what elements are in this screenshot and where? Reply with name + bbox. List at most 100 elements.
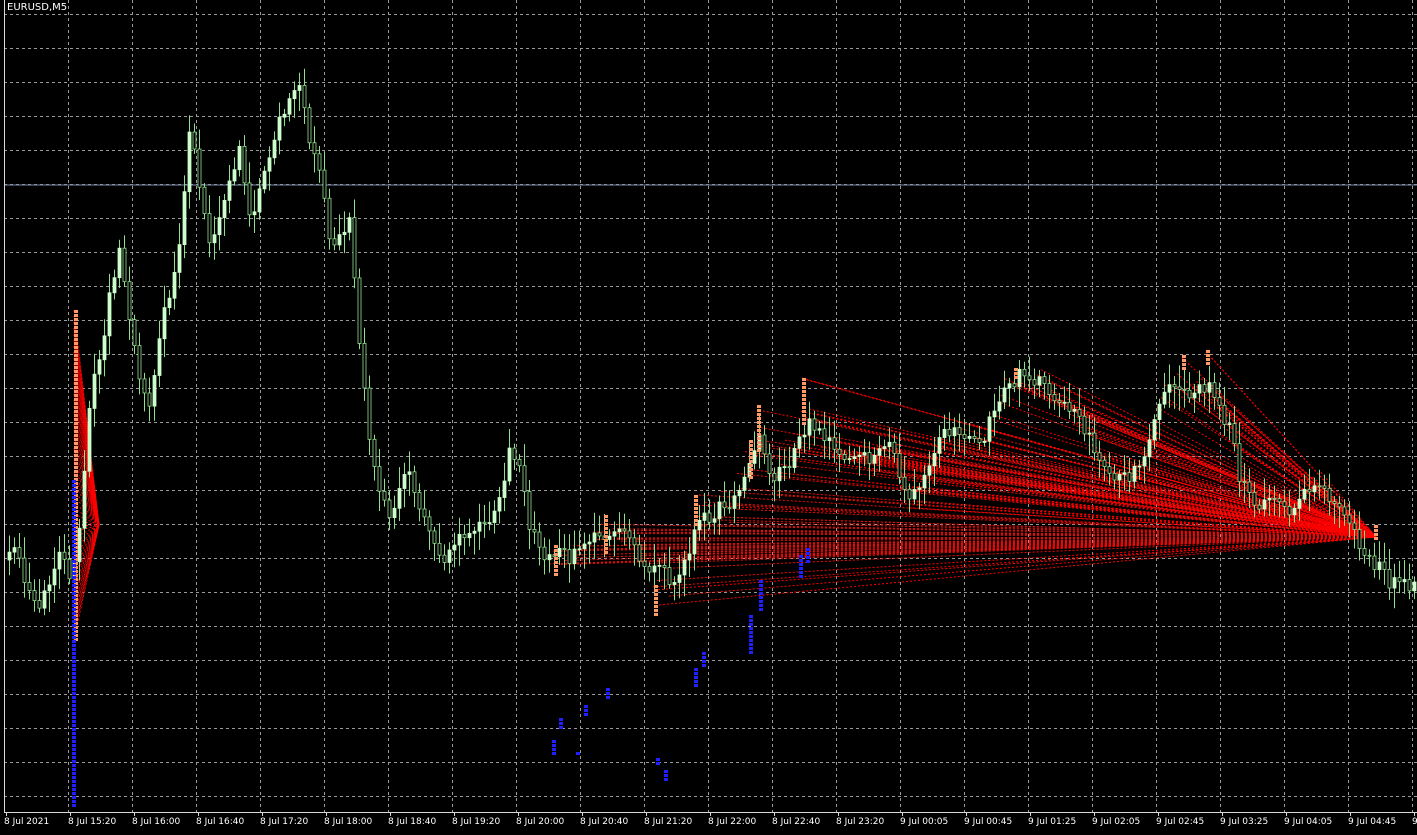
candle-body (47, 584, 52, 592)
pending-order-marker (74, 458, 78, 461)
blue-order-marker (72, 580, 76, 583)
candle-body (627, 530, 632, 539)
blue-order-marker (749, 651, 753, 654)
candle-body (1092, 432, 1097, 454)
pending-order-marker (74, 346, 78, 349)
fan-line (996, 401, 1377, 538)
pending-order-marker (74, 626, 78, 629)
x-tick-mark (966, 812, 967, 816)
candle-body (767, 453, 772, 474)
blue-order-marker (606, 696, 610, 699)
blue-order-marker (552, 740, 556, 743)
pending-order-marker (74, 622, 78, 625)
x-tick-label: 8 Jul 22:00 (708, 817, 757, 827)
candle-body (887, 441, 892, 448)
candle-body (1052, 394, 1057, 402)
candle-body (1082, 415, 1087, 435)
candle-body (1022, 368, 1027, 377)
chart-symbol-title: EURUSD,M5 (7, 2, 68, 13)
fan-line (73, 483, 100, 526)
candle-body (112, 277, 117, 294)
candle-body (1132, 465, 1137, 482)
candle-body (142, 378, 147, 394)
blue-order-marker (72, 688, 76, 691)
candle-body (1402, 579, 1407, 583)
blue-order-marker (759, 600, 763, 603)
candle-body (817, 428, 822, 431)
pending-order-marker (654, 593, 658, 596)
pending-order-marker (654, 613, 658, 616)
blue-order-marker (72, 624, 76, 627)
pending-order-marker (1374, 537, 1378, 540)
pending-order-marker (74, 518, 78, 521)
pending-order-marker (802, 386, 806, 389)
candle-body (952, 427, 957, 437)
fan-line (1044, 379, 1377, 538)
blue-order-marker (749, 623, 753, 626)
blue-order-marker (694, 676, 698, 679)
chart-plot-area[interactable] (4, 0, 1417, 812)
fan-line (73, 524, 100, 587)
pending-order-marker (74, 450, 78, 453)
candle-body (562, 547, 567, 550)
candle-body (967, 435, 972, 439)
pending-order-marker (74, 314, 78, 317)
candle-body (67, 558, 72, 580)
pending-order-marker (554, 573, 558, 576)
pending-order-marker (802, 414, 806, 417)
candle-body (1207, 382, 1212, 393)
candle-body (7, 551, 12, 561)
x-tick-mark (390, 812, 391, 816)
candle-body (527, 491, 532, 530)
pending-order-marker (654, 609, 658, 612)
blue-order-marker (806, 556, 810, 559)
x-tick-mark (262, 812, 263, 816)
candle-body (662, 565, 667, 568)
x-tick-label: 8 Jul 20:00 (516, 817, 565, 827)
fan-line (658, 536, 1377, 606)
x-tick-label: 8 Jul 2021 (4, 817, 50, 827)
fan-line (736, 473, 1377, 538)
blue-order-marker (72, 656, 76, 659)
blue-order-marker (72, 564, 76, 567)
candle-body (22, 557, 27, 583)
x-tick-label: 9 Jul 00:05 (900, 817, 949, 827)
pending-order-marker (757, 433, 761, 436)
x-tick-label: 8 Jul 22:40 (772, 817, 821, 827)
candle-body (782, 466, 787, 469)
blue-order-marker (72, 540, 76, 543)
candle-body (1137, 465, 1142, 468)
pending-order-marker (749, 464, 753, 467)
pending-order-marker (74, 590, 78, 593)
candle-body (902, 476, 907, 490)
candle-body (1062, 401, 1067, 404)
candle-body (1312, 485, 1317, 493)
fan-line (1096, 454, 1377, 538)
fan-line (73, 524, 100, 623)
pending-order-marker (802, 394, 806, 397)
candle-body (872, 454, 877, 464)
fan-line (73, 524, 100, 563)
pending-order-marker (554, 565, 558, 568)
blue-order-marker (702, 652, 706, 655)
pending-order-marker (74, 522, 78, 525)
fan-line (73, 441, 100, 526)
blue-order-marker (72, 784, 76, 787)
candle-body (797, 436, 802, 449)
pending-order-marker (74, 374, 78, 377)
blue-order-marker (72, 520, 76, 523)
pending-order-marker (604, 527, 608, 530)
fan-line (1036, 374, 1377, 538)
x-tick-label: 8 Jul 19:20 (452, 817, 501, 827)
fan-line (1040, 369, 1377, 538)
pending-order-marker (74, 414, 78, 417)
candle-body (1192, 392, 1197, 399)
fan-line (732, 508, 1377, 538)
pending-order-marker (654, 605, 658, 608)
fan-line (580, 536, 1377, 550)
candle-body (1412, 581, 1417, 592)
candle-body (1197, 384, 1202, 394)
fan-line (952, 438, 1377, 538)
candle-body (687, 553, 692, 561)
